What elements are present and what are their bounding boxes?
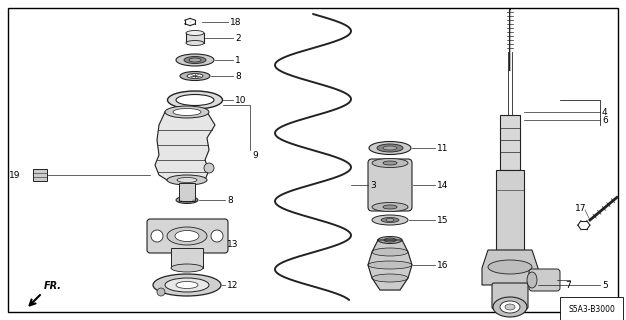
Circle shape <box>151 230 163 242</box>
Ellipse shape <box>167 227 207 245</box>
Text: 8: 8 <box>227 196 233 204</box>
Text: 17: 17 <box>575 204 587 212</box>
Ellipse shape <box>168 91 222 109</box>
Ellipse shape <box>369 141 411 155</box>
FancyBboxPatch shape <box>147 219 228 253</box>
Ellipse shape <box>372 248 408 256</box>
Ellipse shape <box>488 260 532 274</box>
Ellipse shape <box>372 203 408 212</box>
Ellipse shape <box>500 301 520 313</box>
Polygon shape <box>368 240 412 290</box>
Ellipse shape <box>177 178 197 182</box>
Bar <box>496 170 524 250</box>
Text: FR.: FR. <box>44 281 62 291</box>
Ellipse shape <box>378 236 402 244</box>
Ellipse shape <box>527 272 537 288</box>
Text: 18: 18 <box>230 18 242 27</box>
Ellipse shape <box>181 198 193 202</box>
Ellipse shape <box>171 264 203 272</box>
Text: 15: 15 <box>437 215 448 225</box>
Ellipse shape <box>180 71 210 81</box>
Polygon shape <box>482 250 538 285</box>
Ellipse shape <box>189 58 201 62</box>
Circle shape <box>157 288 165 296</box>
Ellipse shape <box>384 238 396 242</box>
Ellipse shape <box>493 297 527 317</box>
Bar <box>179 183 195 201</box>
Text: 9: 9 <box>252 150 258 159</box>
Text: 1: 1 <box>235 55 241 65</box>
Ellipse shape <box>176 54 214 66</box>
FancyBboxPatch shape <box>492 283 528 309</box>
Ellipse shape <box>173 108 201 116</box>
Text: 6: 6 <box>602 116 608 124</box>
Ellipse shape <box>383 146 397 150</box>
Ellipse shape <box>165 278 209 292</box>
Polygon shape <box>155 112 215 180</box>
Text: 11: 11 <box>437 143 448 153</box>
FancyBboxPatch shape <box>33 169 47 181</box>
Ellipse shape <box>176 196 198 204</box>
Text: 12: 12 <box>227 281 239 290</box>
Text: 10: 10 <box>235 95 247 105</box>
Ellipse shape <box>386 219 394 221</box>
Ellipse shape <box>176 94 214 106</box>
Ellipse shape <box>372 215 408 225</box>
Circle shape <box>211 230 223 242</box>
Ellipse shape <box>176 282 198 289</box>
Text: 19: 19 <box>9 171 20 180</box>
Text: 5: 5 <box>602 281 608 290</box>
Ellipse shape <box>368 261 412 269</box>
Text: 8: 8 <box>235 71 241 81</box>
Ellipse shape <box>372 274 408 282</box>
Text: S5A3-B3000: S5A3-B3000 <box>568 305 615 314</box>
Ellipse shape <box>175 230 199 242</box>
Text: 13: 13 <box>227 239 239 249</box>
Text: 4: 4 <box>602 108 608 116</box>
Ellipse shape <box>383 161 397 165</box>
FancyBboxPatch shape <box>529 269 560 291</box>
Ellipse shape <box>505 304 515 310</box>
Ellipse shape <box>184 57 206 63</box>
Ellipse shape <box>187 74 203 78</box>
Text: 14: 14 <box>437 180 448 189</box>
Bar <box>500 115 520 170</box>
Ellipse shape <box>153 274 221 296</box>
Ellipse shape <box>165 106 209 118</box>
Ellipse shape <box>186 41 204 45</box>
Text: 3: 3 <box>370 180 376 189</box>
Ellipse shape <box>381 218 399 222</box>
Ellipse shape <box>377 144 403 152</box>
Bar <box>171 248 203 268</box>
FancyBboxPatch shape <box>368 159 412 211</box>
Text: 2: 2 <box>235 34 240 43</box>
Text: 7: 7 <box>565 281 571 290</box>
Text: 16: 16 <box>437 260 448 269</box>
Circle shape <box>204 163 214 173</box>
Ellipse shape <box>167 175 207 185</box>
Bar <box>186 33 204 43</box>
Ellipse shape <box>383 205 397 209</box>
Ellipse shape <box>186 30 204 36</box>
Ellipse shape <box>372 158 408 167</box>
